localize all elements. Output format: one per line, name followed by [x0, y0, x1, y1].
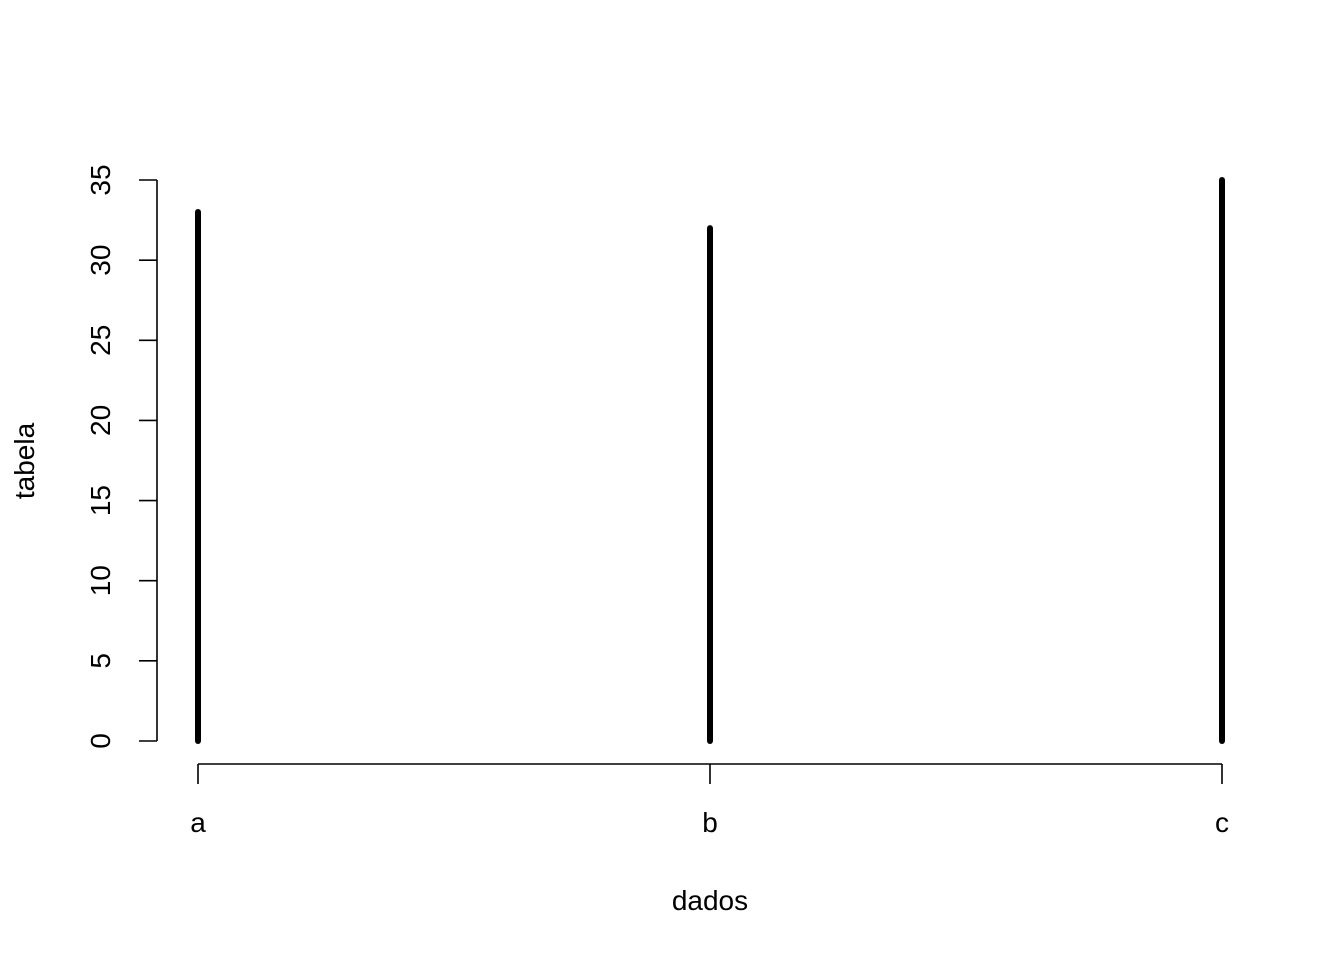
- y-tick-label: 25: [85, 325, 116, 356]
- x-axis-label: dados: [672, 885, 748, 916]
- x-axis: a b c: [190, 763, 1229, 838]
- y-axis: 0 5 10 15 20 25 30 35: [85, 164, 158, 749]
- x-tick-label: b: [702, 807, 718, 838]
- x-tick-label: a: [190, 807, 206, 838]
- y-tick-label: 20: [85, 405, 116, 436]
- y-tick-label: 10: [85, 565, 116, 596]
- y-tick-label: 5: [85, 653, 116, 669]
- x-tick-label: c: [1215, 807, 1229, 838]
- y-tick-label: 0: [85, 733, 116, 749]
- y-tick-label: 15: [85, 485, 116, 516]
- bars: [195, 177, 1225, 744]
- y-tick-label: 35: [85, 164, 116, 195]
- y-tick-label: 30: [85, 245, 116, 276]
- y-axis-label: tabela: [9, 422, 40, 499]
